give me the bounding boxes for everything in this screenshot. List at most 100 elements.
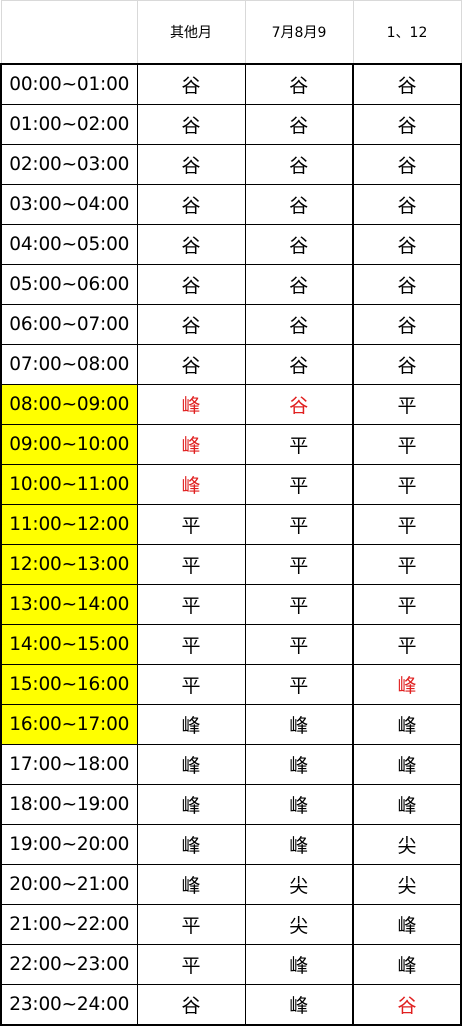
jul-aug-sep-cell[interactable]: 平	[244, 544, 354, 585]
time-range-cell[interactable]: 03:00~04:00	[0, 184, 138, 225]
other-months-cell[interactable]: 谷	[136, 304, 246, 345]
jan-dec-cell[interactable]: 谷	[352, 984, 462, 1026]
time-range-cell[interactable]: 13:00~14:00	[0, 584, 138, 625]
jan-dec-cell[interactable]: 谷	[352, 144, 462, 185]
jul-aug-sep-cell[interactable]: 平	[244, 624, 354, 665]
other-months-cell[interactable]: 峰	[136, 704, 246, 745]
jul-aug-sep-cell[interactable]: 谷	[244, 104, 354, 145]
jan-dec-cell[interactable]: 峰	[352, 704, 462, 745]
jul-aug-sep-cell[interactable]: 谷	[244, 63, 354, 105]
time-range-cell[interactable]: 02:00~03:00	[0, 144, 138, 185]
time-range-cell[interactable]: 00:00~01:00	[0, 63, 138, 105]
header-jul-aug-sep[interactable]: 7月8月9	[245, 0, 354, 64]
jul-aug-sep-cell[interactable]: 尖	[244, 904, 354, 945]
other-months-cell[interactable]: 平	[136, 944, 246, 985]
jul-aug-sep-cell[interactable]: 平	[244, 584, 354, 625]
other-months-cell[interactable]: 谷	[136, 264, 246, 305]
other-months-cell[interactable]: 平	[136, 624, 246, 665]
other-months-cell[interactable]: 峰	[136, 424, 246, 465]
other-months-cell[interactable]: 谷	[136, 224, 246, 265]
other-months-cell[interactable]: 谷	[136, 144, 246, 185]
jul-aug-sep-cell[interactable]: 谷	[244, 384, 354, 425]
jul-aug-sep-cell[interactable]: 峰	[244, 744, 354, 785]
jul-aug-sep-cell[interactable]: 峰	[244, 984, 354, 1026]
jan-dec-cell[interactable]: 平	[352, 624, 462, 665]
jan-dec-cell[interactable]: 峰	[352, 744, 462, 785]
time-range-cell[interactable]: 15:00~16:00	[0, 664, 138, 705]
other-months-cell[interactable]: 平	[136, 504, 246, 545]
jul-aug-sep-cell[interactable]: 谷	[244, 344, 354, 385]
jan-dec-cell[interactable]: 平	[352, 504, 462, 545]
other-months-cell[interactable]: 峰	[136, 784, 246, 825]
header-corner[interactable]	[0, 0, 138, 64]
time-range-cell[interactable]: 07:00~08:00	[0, 344, 138, 385]
other-months-cell[interactable]: 峰	[136, 864, 246, 905]
jan-dec-cell[interactable]: 峰	[352, 784, 462, 825]
jul-aug-sep-cell[interactable]: 平	[244, 464, 354, 505]
jan-dec-cell[interactable]: 尖	[352, 824, 462, 865]
jul-aug-sep-cell[interactable]: 峰	[244, 784, 354, 825]
jan-dec-cell[interactable]: 峰	[352, 904, 462, 945]
jan-dec-cell[interactable]: 谷	[352, 184, 462, 225]
jan-dec-cell[interactable]: 谷	[352, 224, 462, 265]
jan-dec-cell[interactable]: 平	[352, 384, 462, 425]
jul-aug-sep-cell[interactable]: 平	[244, 664, 354, 705]
jan-dec-cell[interactable]: 谷	[352, 264, 462, 305]
time-range-cell[interactable]: 11:00~12:00	[0, 504, 138, 545]
other-months-cell[interactable]: 峰	[136, 824, 246, 865]
jan-dec-cell[interactable]: 谷	[352, 344, 462, 385]
time-range-cell[interactable]: 16:00~17:00	[0, 704, 138, 745]
other-months-cell[interactable]: 谷	[136, 344, 246, 385]
jul-aug-sep-cell[interactable]: 峰	[244, 944, 354, 985]
time-range-cell[interactable]: 17:00~18:00	[0, 744, 138, 785]
other-months-cell[interactable]: 峰	[136, 744, 246, 785]
time-range-cell[interactable]: 01:00~02:00	[0, 104, 138, 145]
time-range-cell[interactable]: 23:00~24:00	[0, 984, 138, 1026]
other-months-cell[interactable]: 峰	[136, 384, 246, 425]
time-range-cell[interactable]: 10:00~11:00	[0, 464, 138, 505]
jul-aug-sep-cell[interactable]: 谷	[244, 224, 354, 265]
other-months-cell[interactable]: 谷	[136, 104, 246, 145]
jul-aug-sep-cell[interactable]: 尖	[244, 864, 354, 905]
jan-dec-cell[interactable]: 谷	[352, 63, 462, 105]
jul-aug-sep-cell[interactable]: 峰	[244, 704, 354, 745]
jan-dec-cell[interactable]: 谷	[352, 304, 462, 345]
jan-dec-cell[interactable]: 峰	[352, 664, 462, 705]
other-months-cell[interactable]: 平	[136, 544, 246, 585]
other-months-cell[interactable]: 平	[136, 584, 246, 625]
time-range-cell[interactable]: 22:00~23:00	[0, 944, 138, 985]
time-range-cell[interactable]: 19:00~20:00	[0, 824, 138, 865]
time-range-cell[interactable]: 12:00~13:00	[0, 544, 138, 585]
header-other-months[interactable]: 其他月	[137, 0, 246, 64]
time-range-cell[interactable]: 09:00~10:00	[0, 424, 138, 465]
time-range-cell[interactable]: 18:00~19:00	[0, 784, 138, 825]
other-months-cell[interactable]: 谷	[136, 984, 246, 1026]
jul-aug-sep-cell[interactable]: 谷	[244, 184, 354, 225]
jul-aug-sep-cell[interactable]: 谷	[244, 144, 354, 185]
time-range-cell[interactable]: 20:00~21:00	[0, 864, 138, 905]
jan-dec-cell[interactable]: 峰	[352, 944, 462, 985]
time-range-cell[interactable]: 04:00~05:00	[0, 224, 138, 265]
other-months-cell[interactable]: 平	[136, 904, 246, 945]
jul-aug-sep-cell[interactable]: 平	[244, 504, 354, 545]
jul-aug-sep-cell[interactable]: 峰	[244, 824, 354, 865]
other-months-cell[interactable]: 谷	[136, 63, 246, 105]
jan-dec-cell[interactable]: 谷	[352, 104, 462, 145]
jan-dec-cell[interactable]: 平	[352, 584, 462, 625]
time-range-cell[interactable]: 14:00~15:00	[0, 624, 138, 665]
jan-dec-cell[interactable]: 平	[352, 424, 462, 465]
header-jan-dec[interactable]: 1、12	[353, 0, 462, 64]
jan-dec-cell[interactable]: 平	[352, 544, 462, 585]
time-range-cell[interactable]: 08:00~09:00	[0, 384, 138, 425]
other-months-cell[interactable]: 平	[136, 664, 246, 705]
jul-aug-sep-cell[interactable]: 谷	[244, 264, 354, 305]
other-months-cell[interactable]: 谷	[136, 184, 246, 225]
time-range-cell[interactable]: 21:00~22:00	[0, 904, 138, 945]
jan-dec-cell[interactable]: 尖	[352, 864, 462, 905]
time-range-cell[interactable]: 05:00~06:00	[0, 264, 138, 305]
other-months-cell[interactable]: 峰	[136, 464, 246, 505]
time-range-cell[interactable]: 06:00~07:00	[0, 304, 138, 345]
jul-aug-sep-cell[interactable]: 平	[244, 424, 354, 465]
jan-dec-cell[interactable]: 平	[352, 464, 462, 505]
jul-aug-sep-cell[interactable]: 谷	[244, 304, 354, 345]
